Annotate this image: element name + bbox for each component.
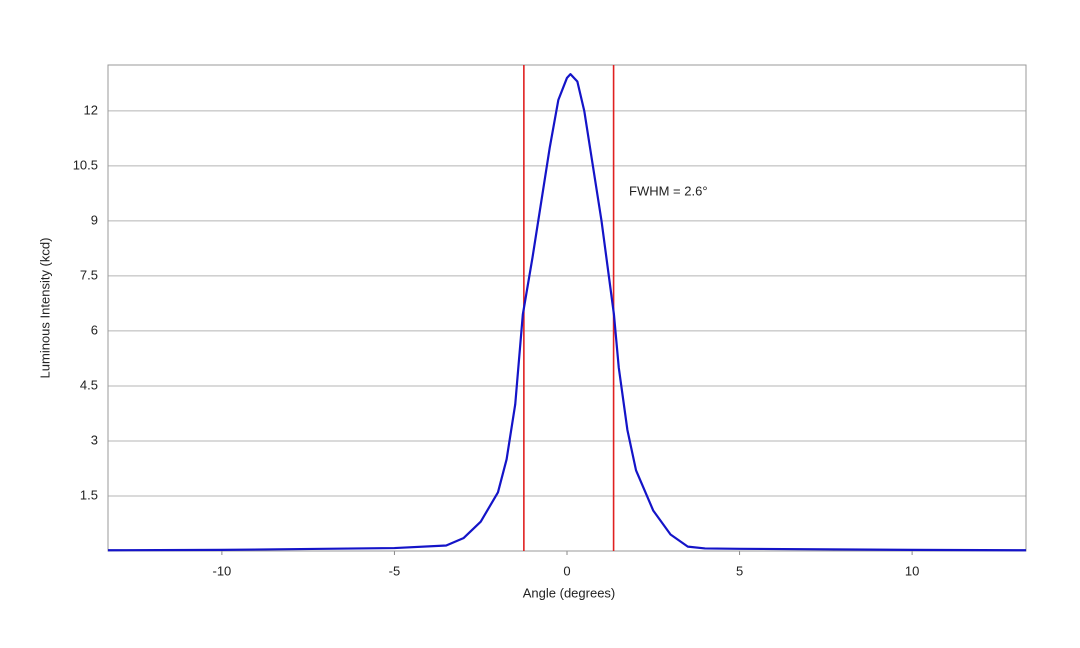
annotation: FWHM = 2.6°	[629, 183, 708, 198]
x-tick-label: -5	[389, 563, 401, 578]
y-axis-label: Luminous Intensity (kcd)	[37, 238, 52, 379]
x-tick-label: 0	[563, 563, 570, 578]
y-tick-label: 4.5	[80, 377, 98, 392]
x-tick-label: -10	[212, 563, 231, 578]
line-series	[107, 73, 1027, 552]
y-tick-label: 10.5	[73, 157, 98, 172]
y-tick-label: 7.5	[80, 267, 98, 282]
x-tick-label: 10	[905, 563, 919, 578]
y-tick-label: 1.5	[80, 487, 98, 502]
y-tick-label: 3	[91, 432, 98, 447]
x-axis-label: Angle (degrees)	[523, 585, 616, 600]
x-tick-label: 5	[736, 563, 743, 578]
y-tick-label: 6	[91, 322, 98, 337]
y-tick-label: 12	[84, 102, 98, 117]
plot-frame	[107, 64, 1027, 552]
y-tick-label: 9	[91, 212, 98, 227]
